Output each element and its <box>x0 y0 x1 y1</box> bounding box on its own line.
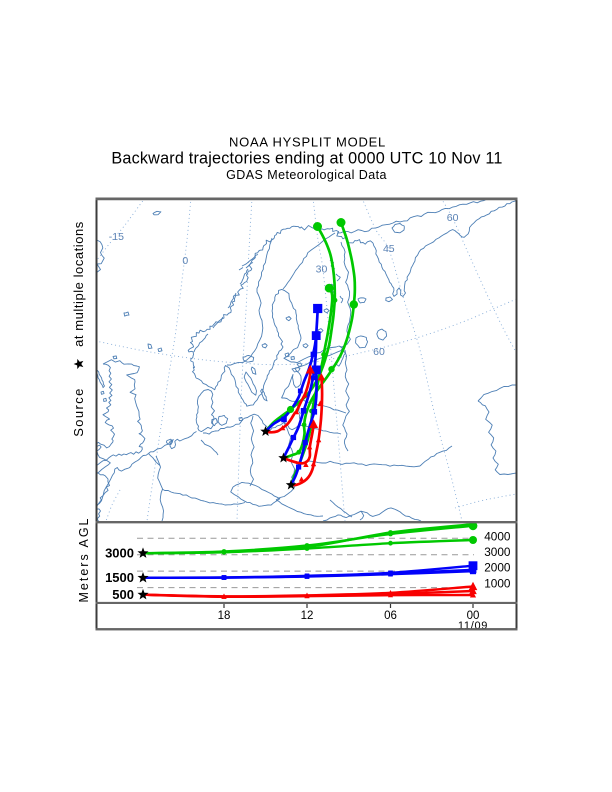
svg-text:at multiple locations: at multiple locations <box>71 221 86 347</box>
svg-text:Source: Source <box>71 387 86 437</box>
svg-text:NOAA HYSPLIT MODEL: NOAA HYSPLIT MODEL <box>229 135 386 150</box>
svg-text:18: 18 <box>218 610 231 622</box>
svg-text:0: 0 <box>182 255 188 267</box>
svg-text:2000: 2000 <box>484 560 511 574</box>
svg-text:06: 06 <box>384 610 397 622</box>
svg-text:60: 60 <box>447 212 459 224</box>
svg-text:00: 00 <box>467 610 480 622</box>
svg-text:60: 60 <box>373 346 385 358</box>
svg-text:1500: 1500 <box>105 570 134 585</box>
svg-text:-15: -15 <box>109 231 124 243</box>
svg-text:3000: 3000 <box>484 545 511 559</box>
svg-text:Backward trajectories ending a: Backward trajectories ending at 0000 UTC… <box>111 150 502 168</box>
svg-text:12: 12 <box>301 610 314 622</box>
svg-text:1000: 1000 <box>484 576 511 590</box>
svg-text:4000: 4000 <box>484 529 511 543</box>
svg-text:3000: 3000 <box>105 546 134 561</box>
svg-text:500: 500 <box>112 587 134 602</box>
svg-text:Meters AGL: Meters AGL <box>77 517 91 603</box>
svg-text:GDAS Meteorological Data: GDAS Meteorological Data <box>226 168 387 182</box>
svg-text:45: 45 <box>383 243 395 255</box>
svg-text:30: 30 <box>316 264 328 276</box>
